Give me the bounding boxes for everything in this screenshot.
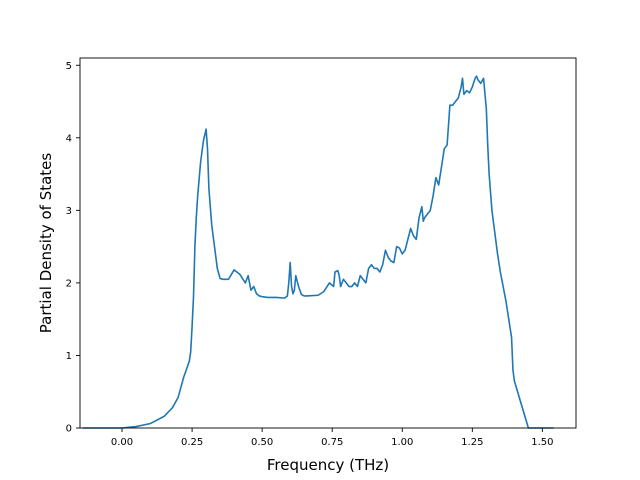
x-tick-label: 0.50 — [251, 437, 273, 448]
x-axis-label: Frequency (THz) — [267, 456, 389, 474]
pdos-series-line — [82, 75, 554, 429]
y-tick-label: 3 — [66, 206, 72, 217]
x-tick-label: 0.00 — [111, 437, 133, 448]
plot-area-frame — [79, 57, 577, 429]
y-axis-label: Partial Density of States — [37, 153, 55, 334]
y-tick-label: 5 — [66, 61, 72, 72]
y-tick-label: 0 — [66, 424, 72, 435]
y-tick-label: 1 — [66, 351, 72, 362]
x-tick-label: 0.25 — [181, 437, 203, 448]
y-axis-ticks: 0 1 2 3 4 5 — [66, 61, 80, 435]
x-axis-ticks: 0.00 0.25 0.50 0.75 1.00 1.25 1.50 — [111, 428, 554, 448]
y-tick-label: 4 — [66, 133, 72, 144]
x-tick-label: 1.25 — [461, 437, 483, 448]
y-tick-label: 2 — [66, 278, 72, 289]
x-tick-label: 1.50 — [531, 437, 553, 448]
x-tick-label: 1.00 — [391, 437, 413, 448]
x-tick-label: 0.75 — [321, 437, 343, 448]
